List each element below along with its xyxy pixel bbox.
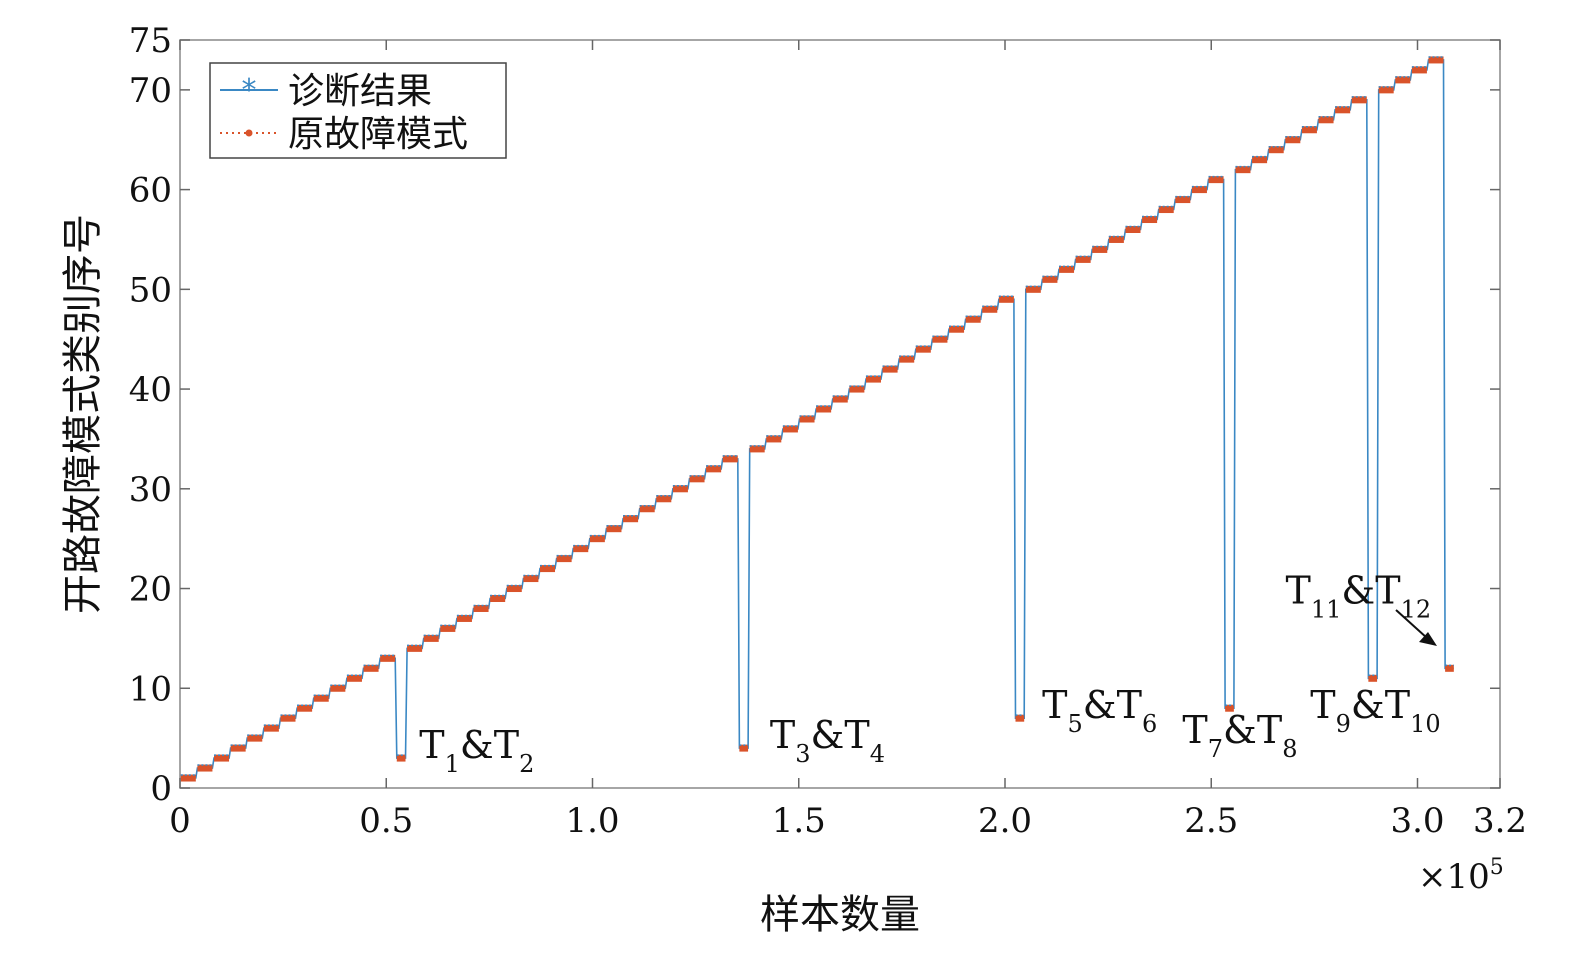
series-layer [180, 56, 1454, 782]
annotation-arrow-line [1395, 609, 1428, 639]
x-tick-label: 2.0 [978, 801, 1032, 841]
y-tick-label: 20 [129, 570, 172, 610]
y-tick-label: 75 [129, 21, 172, 61]
legend-label-original: 原故障模式 [288, 114, 468, 155]
annotation-label: T5&T6 [1042, 683, 1157, 738]
annotation-label: T7&T8 [1182, 708, 1297, 763]
y-tick-label: 0 [150, 769, 172, 809]
legend-marker-original [245, 129, 253, 137]
x-tick-label: 3.2 [1473, 801, 1527, 841]
annotation-label: T11&T12 [1286, 568, 1432, 623]
x-tick-label: 1.5 [772, 801, 826, 841]
y-tick-label: 30 [129, 470, 172, 510]
x-tick-label: 0 [169, 801, 191, 841]
legend-box [209, 62, 507, 159]
y-tick-label: 50 [129, 270, 172, 310]
x-tick-label: 0.5 [359, 801, 413, 841]
x-multiplier: ×105 [1418, 855, 1504, 897]
x-tick-label: 1.0 [565, 801, 619, 841]
y-axis-title: 开路故障模式类别序号 [60, 214, 106, 614]
x-tick-label: 2.5 [1184, 801, 1238, 841]
legend-marker-diagnosis: * [242, 73, 257, 108]
y-tick-label: 70 [129, 71, 172, 111]
legend-label-diagnosis: 诊断结果 [288, 71, 432, 112]
annotation-label: T9&T10 [1310, 683, 1440, 738]
annotation-arrow-head [1419, 632, 1437, 646]
annotation-label: T3&T4 [770, 713, 885, 768]
y-tick-label: 10 [129, 669, 172, 709]
x-tick-label: 3.0 [1390, 801, 1444, 841]
y-tick-label: 60 [129, 171, 172, 211]
annotation-label: T1&T2 [419, 723, 534, 778]
ticks-layer: 0 0.5 1.0 1.5 2.0 2.5 3.0 3.2 0 10 20 30 40 50 60 70 75 [129, 21, 1527, 841]
plot-frame [179, 39, 1501, 789]
y-tick-label: 40 [129, 370, 172, 410]
x-axis-title: 样本数量 [760, 892, 920, 938]
legend: * 诊断结果 原故障模式 [209, 62, 507, 159]
